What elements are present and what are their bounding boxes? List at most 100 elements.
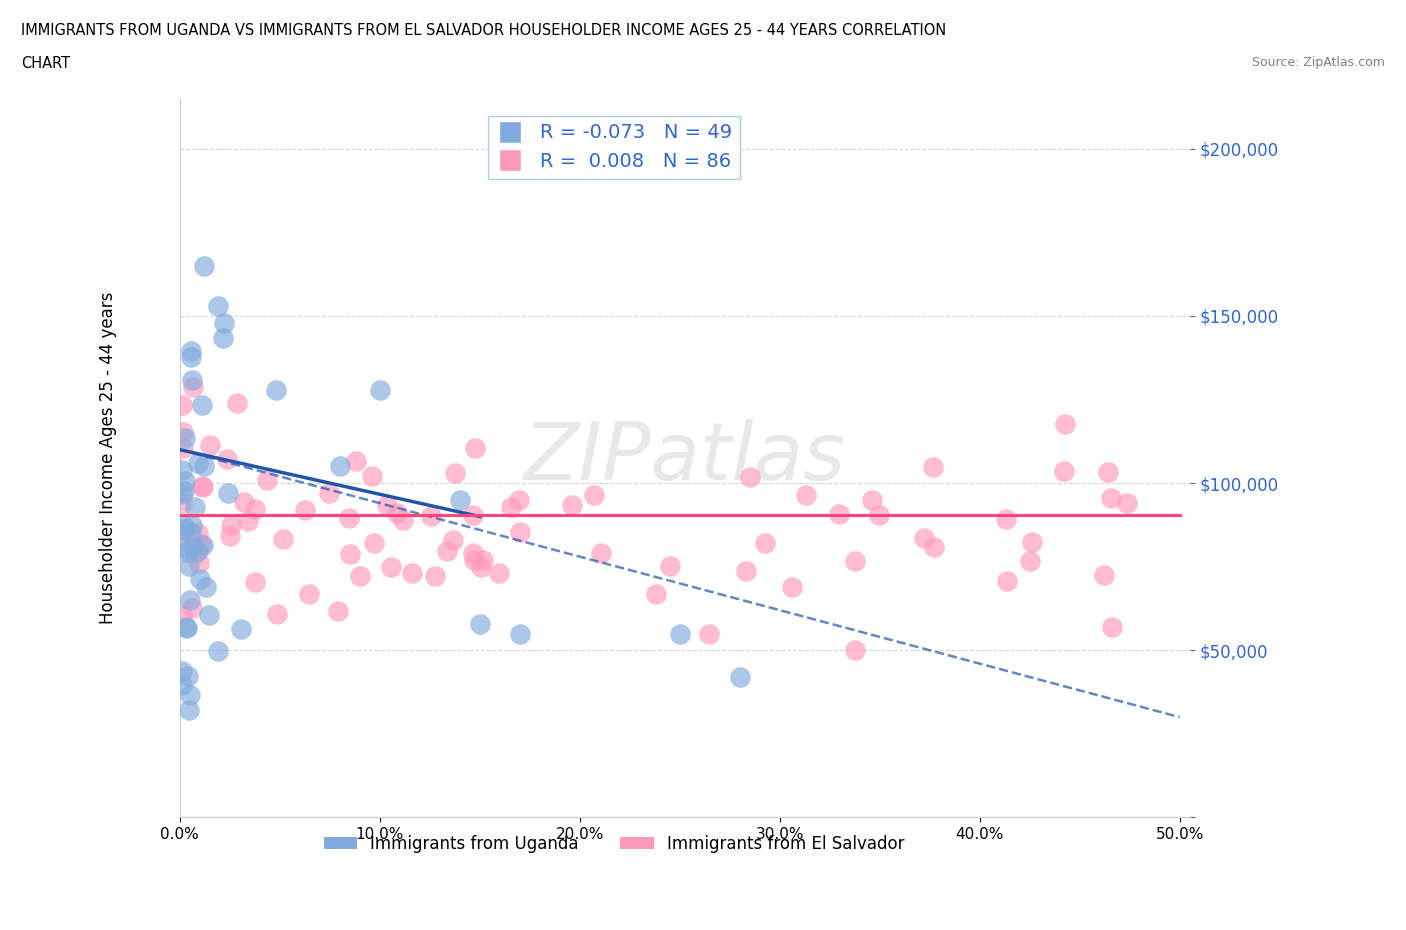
Point [470, 559, 492, 574]
Point [173, 522, 195, 537]
Point [339, 547, 361, 562]
Point [187, 544, 209, 559]
Point [508, 493, 530, 508]
Point [180, 526, 202, 541]
Point [187, 525, 209, 540]
Point [444, 465, 467, 480]
Y-axis label: Householder Income Ages 25 - 44 years: Householder Income Ages 25 - 44 years [100, 292, 117, 624]
Point [229, 622, 252, 637]
Point [190, 537, 212, 551]
Point [734, 564, 756, 578]
Point [436, 544, 458, 559]
Point [449, 492, 471, 507]
Point [501, 499, 523, 514]
Point [190, 571, 212, 586]
Point [170, 496, 193, 511]
Text: Source: ZipAtlas.com: Source: ZipAtlas.com [1251, 56, 1385, 69]
Point [191, 478, 214, 493]
Point [170, 540, 193, 555]
Point [193, 459, 215, 474]
Point [1019, 553, 1042, 568]
Point [215, 452, 238, 467]
Point [188, 555, 211, 570]
Point [401, 565, 423, 580]
Point [868, 508, 890, 523]
Point [264, 382, 287, 397]
Point [392, 512, 415, 527]
Point [256, 472, 278, 487]
Point [728, 670, 751, 684]
Point [1101, 619, 1123, 634]
Point [668, 626, 690, 641]
Point [344, 454, 367, 469]
Point [174, 619, 197, 634]
Point [488, 566, 510, 581]
Point [183, 379, 205, 394]
Point [176, 545, 198, 560]
Point [170, 664, 193, 679]
Point [1054, 417, 1077, 432]
Point [922, 459, 945, 474]
Point [180, 518, 202, 533]
Point [298, 586, 321, 601]
Text: ZIPatlas: ZIPatlas [523, 419, 846, 497]
Point [912, 531, 935, 546]
Point [420, 509, 443, 524]
Point [176, 621, 198, 636]
Point [860, 493, 883, 508]
Point [179, 558, 201, 573]
Point [754, 536, 776, 551]
Point [170, 678, 193, 693]
Point [368, 382, 391, 397]
Point [170, 398, 193, 413]
Point [207, 299, 229, 313]
Point [193, 259, 215, 273]
Point [191, 397, 214, 412]
Point [172, 462, 194, 477]
Text: IMMIGRANTS FROM UGANDA VS IMMIGRANTS FROM EL SALVADOR HOUSEHOLDER INCOME AGES 25: IMMIGRANTS FROM UGANDA VS IMMIGRANTS FRO… [21, 23, 946, 38]
Point [181, 538, 204, 553]
Point [180, 344, 202, 359]
Point [218, 528, 240, 543]
Point [363, 535, 385, 550]
Point [463, 508, 485, 523]
Point [170, 528, 193, 543]
Point [385, 505, 408, 520]
Point [318, 485, 340, 500]
Point [644, 587, 666, 602]
Point [360, 469, 382, 484]
Point [172, 425, 194, 440]
Point [219, 518, 242, 533]
Point [380, 560, 402, 575]
Point [463, 552, 485, 567]
Point [844, 643, 866, 658]
Point [273, 531, 295, 546]
Point [173, 484, 195, 498]
Point [509, 525, 531, 539]
Point [1099, 490, 1122, 505]
Point [232, 495, 254, 510]
Point [468, 616, 491, 631]
Point [509, 626, 531, 641]
Point [329, 459, 352, 474]
Point [243, 575, 266, 590]
Point [922, 539, 945, 554]
Point [995, 512, 1018, 526]
Point [780, 579, 803, 594]
Legend: Immigrants from Uganda, Immigrants from El Salvador: Immigrants from Uganda, Immigrants from … [316, 828, 911, 859]
Point [1053, 463, 1076, 478]
Point [1092, 567, 1115, 582]
Point [183, 499, 205, 514]
Point [658, 558, 681, 573]
Point [212, 315, 235, 330]
Point [844, 553, 866, 568]
Point [266, 606, 288, 621]
Point [326, 604, 349, 618]
Point [177, 702, 200, 717]
Point [172, 441, 194, 456]
Point [194, 579, 217, 594]
Point [238, 514, 260, 529]
Point [174, 473, 197, 488]
Point [179, 592, 201, 607]
Text: CHART: CHART [21, 56, 70, 71]
